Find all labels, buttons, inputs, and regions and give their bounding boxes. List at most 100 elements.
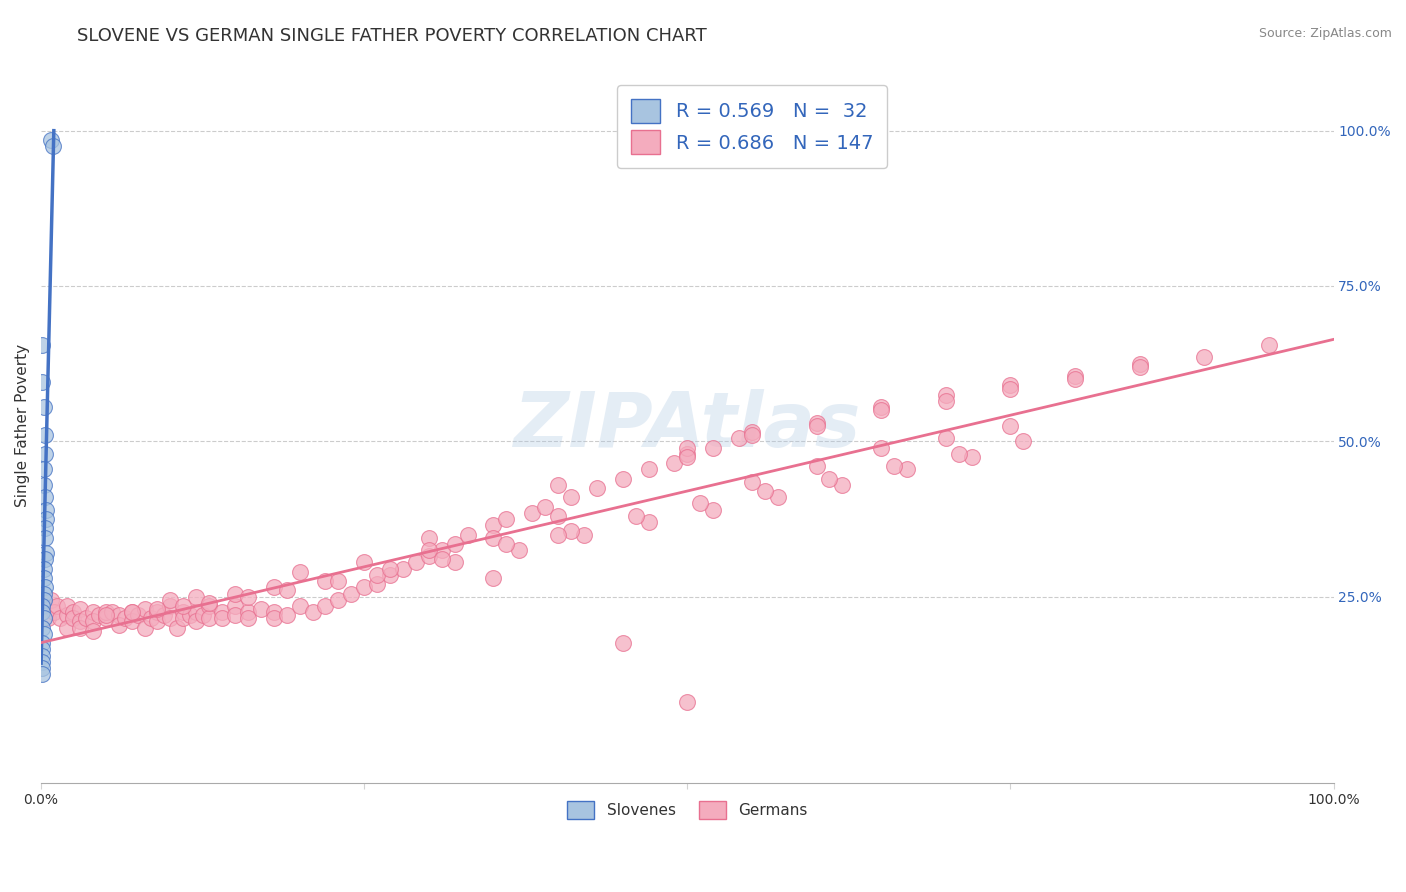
Point xyxy=(818,472,841,486)
Point xyxy=(31,636,53,650)
Point xyxy=(31,648,53,663)
Point xyxy=(637,462,659,476)
Point xyxy=(179,608,201,623)
Point xyxy=(69,621,91,635)
Point xyxy=(32,478,55,492)
Point xyxy=(34,531,56,545)
Point xyxy=(664,456,686,470)
Point xyxy=(288,599,311,613)
Point xyxy=(31,621,53,635)
Point xyxy=(547,478,569,492)
Point xyxy=(31,667,53,681)
Point xyxy=(94,605,117,619)
Point xyxy=(159,599,181,613)
Point xyxy=(114,611,136,625)
Point xyxy=(1129,359,1152,374)
Point xyxy=(146,602,169,616)
Point xyxy=(75,611,97,625)
Point xyxy=(443,556,465,570)
Point xyxy=(236,611,259,625)
Text: SLOVENE VS GERMAN SINGLE FATHER POVERTY CORRELATION CHART: SLOVENE VS GERMAN SINGLE FATHER POVERTY … xyxy=(77,27,707,45)
Point xyxy=(31,661,53,675)
Point xyxy=(366,568,388,582)
Point xyxy=(41,133,63,147)
Point xyxy=(34,552,56,566)
Y-axis label: Single Father Poverty: Single Father Poverty xyxy=(15,344,30,508)
Point xyxy=(172,599,194,613)
Point xyxy=(366,577,388,591)
Point xyxy=(56,599,79,613)
Point xyxy=(1129,357,1152,371)
Point xyxy=(41,592,63,607)
Point xyxy=(547,527,569,541)
Point xyxy=(35,546,58,560)
Point xyxy=(314,599,336,613)
Point xyxy=(1257,338,1279,352)
Text: ZIPAtlas: ZIPAtlas xyxy=(513,389,860,463)
Point xyxy=(482,518,505,533)
Point xyxy=(34,521,56,535)
Point xyxy=(56,608,79,623)
Point xyxy=(935,393,957,408)
Point xyxy=(689,496,711,510)
Point xyxy=(31,599,53,613)
Point xyxy=(198,611,221,625)
Point xyxy=(754,483,776,498)
Point xyxy=(1064,369,1087,384)
Point xyxy=(82,615,104,629)
Point xyxy=(34,428,56,442)
Point xyxy=(430,543,453,558)
Point xyxy=(32,611,55,625)
Point xyxy=(186,605,208,619)
Point xyxy=(134,602,156,616)
Point xyxy=(42,605,65,619)
Point xyxy=(89,608,111,623)
Point xyxy=(172,611,194,625)
Point xyxy=(430,552,453,566)
Point xyxy=(560,524,582,539)
Point xyxy=(31,642,53,657)
Point xyxy=(69,602,91,616)
Point xyxy=(263,611,285,625)
Point xyxy=(328,574,350,588)
Point xyxy=(405,556,427,570)
Point xyxy=(172,605,194,619)
Point xyxy=(159,592,181,607)
Point xyxy=(107,617,129,632)
Point xyxy=(378,568,401,582)
Point xyxy=(32,592,55,607)
Point xyxy=(418,543,440,558)
Point xyxy=(508,543,530,558)
Point xyxy=(32,400,55,414)
Point xyxy=(806,418,828,433)
Point xyxy=(159,611,181,625)
Point xyxy=(224,599,246,613)
Point xyxy=(101,605,124,619)
Point xyxy=(250,602,273,616)
Point xyxy=(69,615,91,629)
Point xyxy=(676,441,699,455)
Point xyxy=(32,462,55,476)
Point xyxy=(198,596,221,610)
Point xyxy=(870,403,893,417)
Point xyxy=(62,611,84,625)
Point xyxy=(522,506,544,520)
Point xyxy=(935,431,957,445)
Point xyxy=(637,515,659,529)
Point xyxy=(186,590,208,604)
Point xyxy=(32,627,55,641)
Point xyxy=(741,428,763,442)
Point xyxy=(166,621,188,635)
Point xyxy=(121,615,143,629)
Point xyxy=(121,605,143,619)
Point xyxy=(94,608,117,623)
Point xyxy=(236,605,259,619)
Point xyxy=(82,605,104,619)
Point xyxy=(276,583,298,598)
Point xyxy=(263,580,285,594)
Point xyxy=(94,611,117,625)
Point xyxy=(676,450,699,464)
Point xyxy=(211,611,233,625)
Point xyxy=(482,531,505,545)
Point xyxy=(211,605,233,619)
